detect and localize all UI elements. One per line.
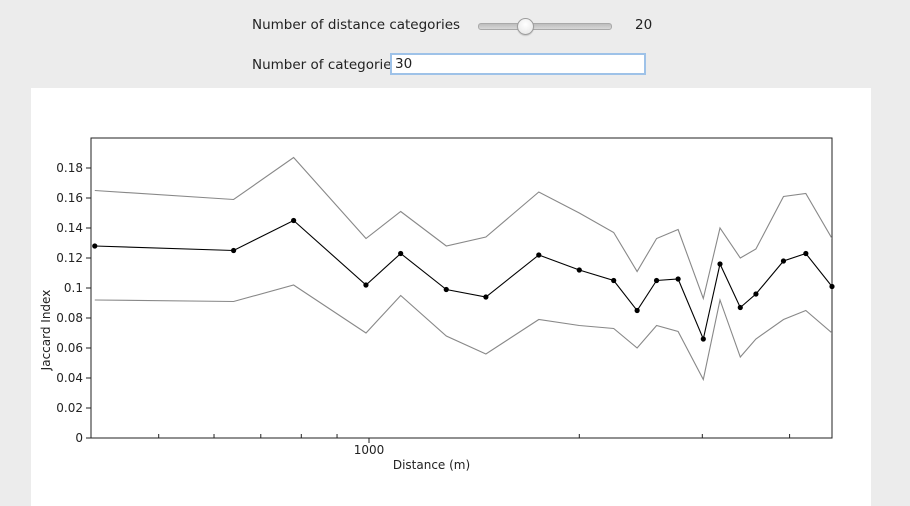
mean-series-point — [700, 336, 706, 342]
mean-series-point — [780, 258, 787, 264]
mean-series-point — [92, 243, 98, 249]
mean-series-point — [483, 294, 489, 300]
jaccard-chart: 0 0.02 0.04 0.06 0.08 0.1 0.12 0.14 0.16 0.18 1000… — [39, 137, 835, 472]
distance-categories-label: Number of distance categories — [252, 17, 461, 33]
distance-categories-slider[interactable] — [478, 18, 612, 35]
y-tick-label: 0.12 — [56, 251, 83, 265]
mean-series-point — [803, 250, 809, 257]
mean-series-point — [576, 267, 582, 273]
categories-input[interactable] — [390, 53, 646, 75]
plot-frame — [90, 137, 833, 439]
mean-series-point — [653, 277, 660, 284]
upper-series-line — [94, 156, 832, 301]
mean-series-point — [611, 277, 617, 284]
categories-row: Number of categories — [0, 52, 910, 78]
y-tick-label: 0.14 — [56, 221, 83, 235]
mean-series-point — [829, 283, 835, 290]
y-axis-label: Jaccard Index — [39, 290, 53, 372]
y-tick-label: 0.16 — [56, 191, 83, 205]
y-tick-label: 0.06 — [56, 341, 83, 355]
y-tick-label: 0.08 — [56, 311, 83, 325]
mean-series-point — [536, 252, 542, 258]
x-tick-label: 1000 — [354, 443, 385, 457]
categories-label: Number of categories — [252, 57, 399, 73]
x-axis-label: Distance (m) — [393, 458, 470, 472]
mean-series-point — [634, 307, 640, 314]
y-tick-label: 0.1 — [64, 281, 83, 295]
mean-series-point — [737, 304, 743, 311]
distance-categories-value: 20 — [635, 17, 653, 33]
y-tick-label: 0.18 — [56, 161, 83, 175]
slider-track[interactable] — [478, 23, 612, 30]
mean-series-point — [717, 261, 723, 267]
mean-series-point — [443, 286, 449, 293]
mean-series-point — [291, 217, 297, 224]
mean-series-point — [230, 247, 237, 254]
mean-series-point — [363, 282, 369, 288]
y-tick-label: 0.02 — [56, 401, 83, 415]
slider-thumb[interactable] — [517, 18, 535, 35]
y-tick-label: 0.04 — [56, 371, 83, 385]
distance-categories-row: Number of distance categories 20 — [0, 12, 910, 38]
mean-series-point — [753, 291, 759, 297]
lower-series-line — [94, 284, 832, 382]
mean-series-point — [675, 276, 681, 282]
y-tick-label: 0 — [75, 431, 83, 445]
mean-series-point — [398, 250, 404, 257]
chart-panel: 0 0.02 0.04 0.06 0.08 0.1 0.12 0.14 0.16 0.18 1000… — [31, 88, 871, 506]
mean-series-line — [94, 219, 832, 341]
